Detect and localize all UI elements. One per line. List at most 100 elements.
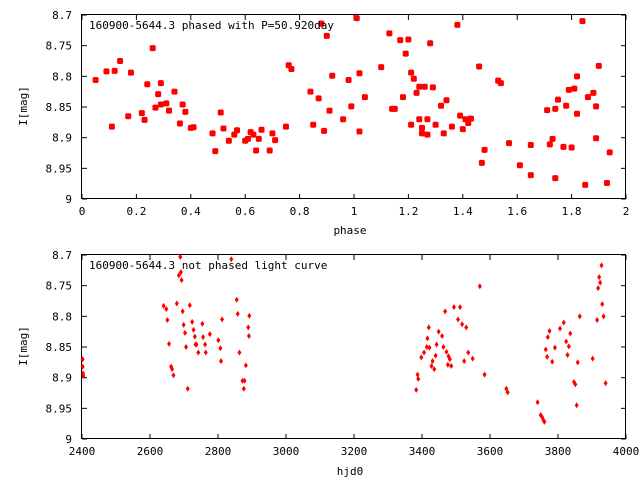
raw-x-tick-label: 3200 bbox=[341, 445, 368, 458]
phased-data-point bbox=[340, 116, 347, 123]
raw-data-point bbox=[422, 349, 427, 356]
raw-data-point bbox=[505, 389, 510, 396]
raw-data-point bbox=[449, 363, 454, 370]
phased-data-point bbox=[92, 77, 99, 84]
phased-x-tick-label: 1.2 bbox=[398, 205, 418, 218]
raw-data-point bbox=[218, 345, 223, 352]
phased-data-point bbox=[565, 86, 572, 93]
phased-data-point bbox=[416, 83, 423, 90]
phased-data-point bbox=[117, 58, 124, 64]
raw-data-point bbox=[201, 334, 206, 341]
phased-data-point bbox=[555, 96, 561, 103]
raw-data-point bbox=[444, 348, 449, 355]
phased-data-point bbox=[419, 124, 425, 131]
phased-data-point bbox=[144, 81, 151, 88]
phased-data-point bbox=[272, 137, 279, 144]
phased-y-tick-label: 8.75 bbox=[46, 40, 73, 53]
raw-data-point bbox=[460, 321, 465, 328]
raw-data-point bbox=[187, 302, 192, 309]
raw-data-point bbox=[443, 308, 448, 315]
phased-data-point bbox=[209, 130, 216, 137]
phased-data-point bbox=[448, 123, 455, 130]
phased-data-point bbox=[255, 135, 262, 142]
phased-data-point bbox=[457, 112, 464, 119]
phased-x-tick-label: 1 bbox=[351, 205, 358, 218]
phased-data-point bbox=[176, 120, 183, 127]
phased-data-points bbox=[92, 15, 613, 188]
phased-data-point bbox=[454, 21, 461, 28]
phased-data-point bbox=[582, 181, 589, 188]
phased-y-tick-label: 8.8 bbox=[52, 70, 72, 83]
raw-data-point bbox=[240, 377, 245, 384]
raw-data-point bbox=[183, 329, 188, 336]
phased-data-point bbox=[266, 147, 273, 154]
phased-data-point bbox=[427, 40, 434, 47]
phased-data-point bbox=[391, 105, 398, 112]
raw-data-point bbox=[241, 385, 246, 392]
raw-data-point bbox=[219, 358, 224, 365]
phased-data-point bbox=[353, 15, 360, 22]
phased-data-point bbox=[361, 94, 368, 101]
phased-data-point bbox=[440, 130, 447, 137]
phased-data-point bbox=[378, 64, 385, 71]
phased-data-point bbox=[108, 123, 115, 130]
raw-data-point bbox=[561, 319, 566, 326]
phased-data-point bbox=[467, 115, 474, 122]
raw-data-point bbox=[427, 344, 432, 351]
phased-data-point bbox=[527, 142, 534, 149]
raw-data-point bbox=[425, 335, 430, 342]
phased-data-point bbox=[408, 121, 415, 128]
phased-data-point bbox=[149, 45, 156, 52]
raw-data-point bbox=[552, 344, 557, 351]
raw-data-point bbox=[451, 304, 456, 311]
phased-data-point bbox=[138, 110, 145, 117]
phased-data-point bbox=[595, 62, 602, 69]
raw-data-point bbox=[415, 371, 420, 378]
raw-data-point bbox=[433, 352, 438, 359]
raw-data-point bbox=[426, 324, 431, 331]
phased-data-point bbox=[549, 135, 556, 142]
phased-data-point bbox=[413, 89, 420, 96]
raw-data-point bbox=[164, 305, 169, 312]
raw-data-point bbox=[243, 362, 248, 369]
raw-data-point bbox=[434, 341, 439, 348]
phased-data-point bbox=[190, 124, 197, 131]
raw-data-point bbox=[246, 324, 251, 331]
raw-data-point bbox=[543, 346, 548, 353]
phased-data-point bbox=[574, 73, 581, 80]
raw-data-point bbox=[220, 316, 225, 323]
raw-data-point bbox=[477, 283, 482, 290]
phased-x-tick-label: 0 bbox=[79, 205, 86, 218]
phased-data-point bbox=[443, 97, 450, 104]
phased-data-point bbox=[424, 131, 431, 138]
phased-x-tick-label: 2 bbox=[623, 205, 630, 218]
raw-data-point bbox=[547, 328, 552, 335]
raw-data-point bbox=[564, 338, 569, 345]
phased-y-tick-label: 8.9 bbox=[52, 132, 72, 145]
raw-data-point bbox=[178, 253, 183, 260]
phased-data-point bbox=[166, 107, 173, 114]
raw-data-point bbox=[242, 377, 247, 384]
raw-data-point bbox=[179, 277, 184, 284]
raw-x-tick-label: 2600 bbox=[137, 445, 164, 458]
phased-data-point bbox=[574, 110, 581, 117]
phased-x-tick-label: 0.4 bbox=[181, 205, 201, 218]
raw-data-point bbox=[430, 358, 435, 365]
phased-data-point bbox=[397, 37, 404, 44]
phased-data-point bbox=[552, 175, 559, 182]
phased-data-point bbox=[568, 144, 575, 151]
phased-y-ticks: 8.7 8.75 8.8 8.85 8.9 8.95 9 bbox=[46, 9, 626, 206]
raw-chart: 2400 2600 2800 3000 3200 3400 3600 3800 4000 8.7… bbox=[17, 249, 639, 478]
raw-data-point bbox=[429, 363, 434, 370]
raw-data-point bbox=[464, 324, 469, 331]
raw-data-point bbox=[174, 300, 179, 307]
phased-data-point bbox=[386, 30, 393, 37]
phased-y-tick-label: 8.95 bbox=[46, 162, 73, 175]
raw-data-point bbox=[414, 386, 419, 393]
phased-data-point bbox=[217, 109, 224, 116]
phased-data-point bbox=[125, 113, 132, 120]
phased-data-point bbox=[212, 148, 219, 155]
phased-x-axis-label: phase bbox=[333, 224, 366, 237]
raw-data-point bbox=[80, 356, 85, 363]
phased-data-point bbox=[111, 67, 118, 74]
